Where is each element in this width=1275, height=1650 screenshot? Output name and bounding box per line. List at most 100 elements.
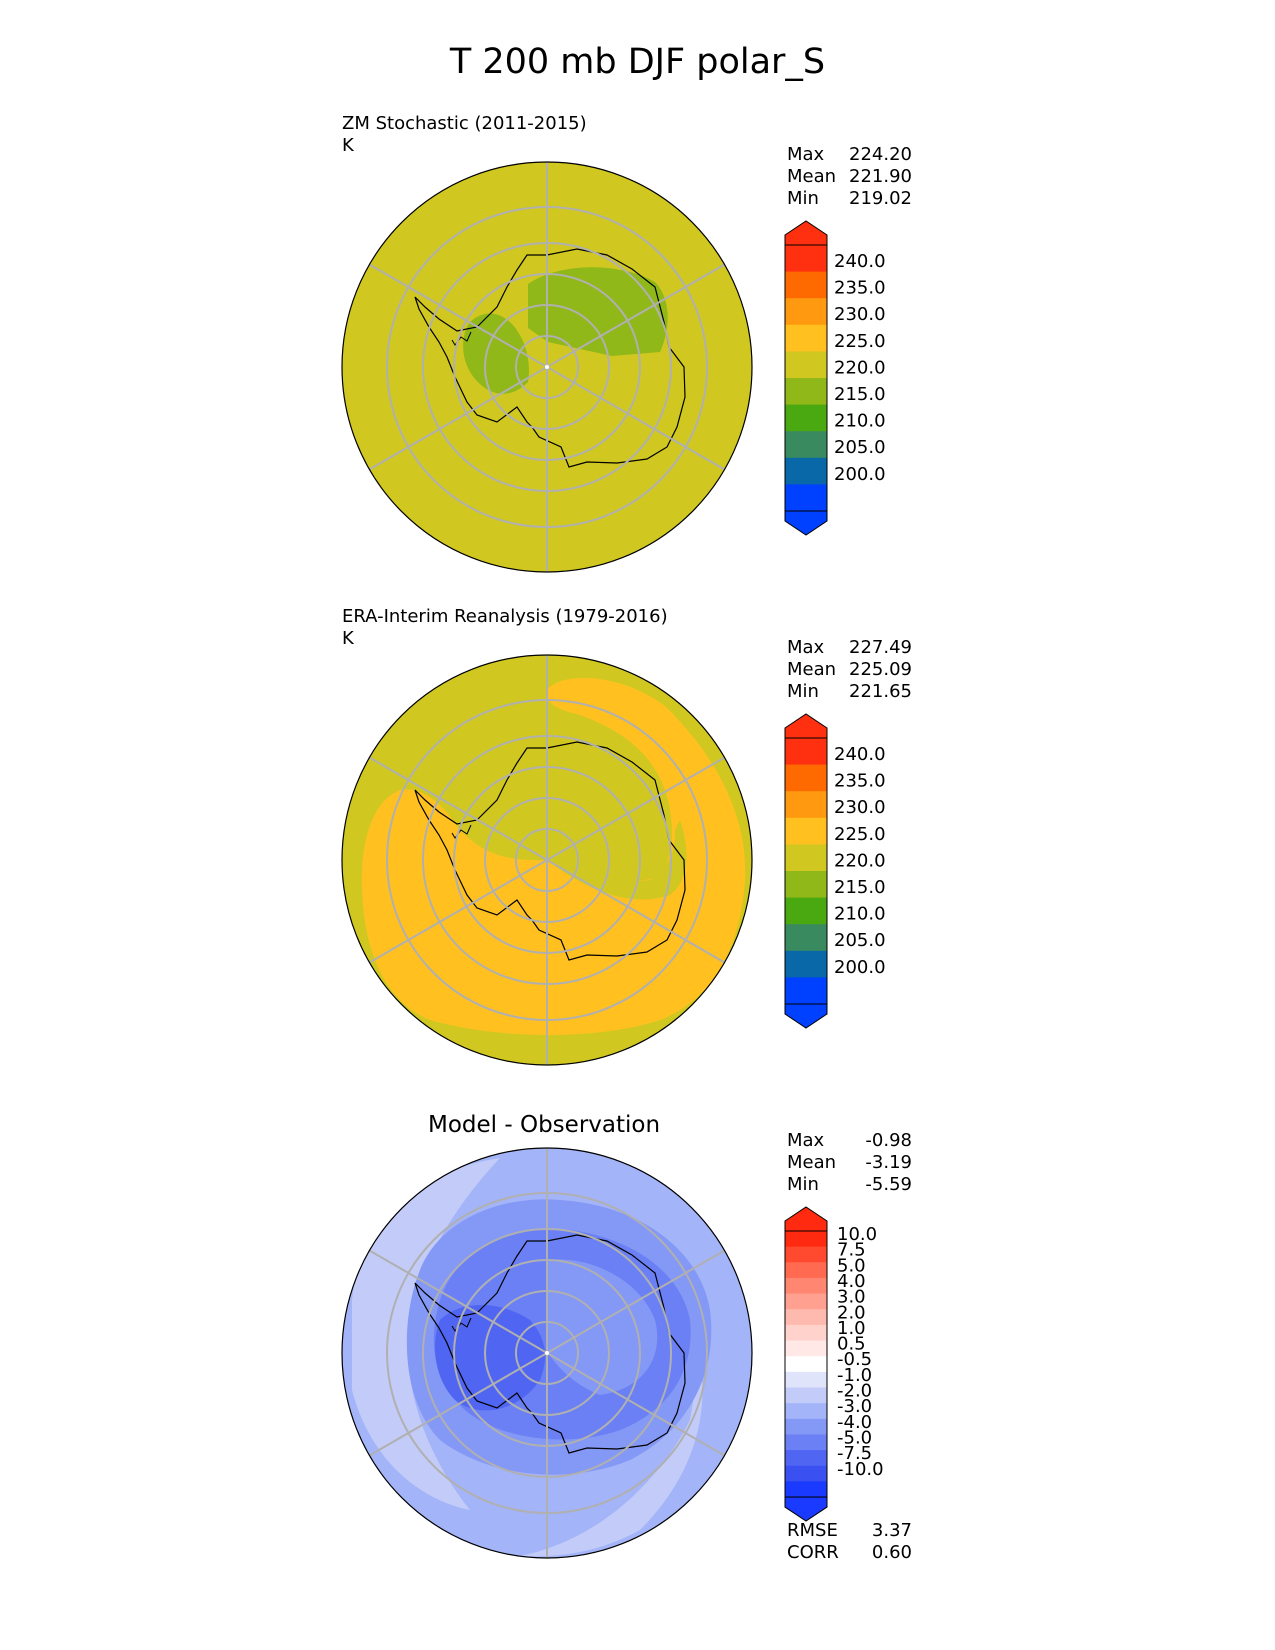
antarctic-peninsula-islands (451, 824, 472, 839)
grid-meridian-240 (364, 859, 548, 966)
colorbar-under-arrow (784, 1496, 828, 1522)
panel-2-stat-mean-label: Mean (787, 659, 837, 680)
colorbar-under-arrow (784, 1003, 828, 1029)
colorbar-tick-label: 210.0 (834, 904, 886, 925)
colorbar-bin-2 (785, 1262, 827, 1279)
colorbar-bin-9 (785, 977, 827, 1005)
panel-3-stat-max-value: -0.98 (865, 1130, 912, 1151)
colorbar-bin-11 (785, 1403, 827, 1420)
colorbar-tick-label: 235.0 (834, 278, 886, 299)
antarctic-peninsula-islands (451, 1317, 472, 1332)
map-3-field-minus2-minus1-south (520, 1360, 703, 1557)
colorbar-bin-0 (785, 738, 827, 766)
colorbar-tick-label: 205.0 (834, 930, 886, 951)
colorbar-bin-7 (785, 431, 827, 459)
colorbar-tick-label: 10.0 (837, 1224, 877, 1245)
colorbar-bin-6 (785, 897, 827, 925)
panel-3-stat-min-value: -5.59 (865, 1174, 912, 1195)
figure-title: T 200 mb DJF polar_S (449, 42, 826, 82)
colorbar-tick-label: 2.0 (837, 1302, 866, 1323)
panel-2-stat-min-value: 221.65 (849, 681, 912, 702)
colorbar-bin-3 (785, 817, 827, 845)
colorbar-tick-label: 200.0 (834, 957, 886, 978)
grid-meridian-300 (364, 261, 548, 368)
map-3-pole-dot (545, 1351, 549, 1355)
colorbar-bin-7 (785, 924, 827, 952)
colorbar-bin-9 (785, 484, 827, 512)
panel-3-stat-mean-value: -3.19 (865, 1152, 912, 1173)
colorbar-bin-1 (785, 271, 827, 299)
map-1-field-215-220-west (463, 313, 529, 394)
colorbar-bin-16 (785, 1481, 827, 1498)
colorbar-frame (784, 737, 828, 1005)
colorbar-tick-label: 220.0 (834, 357, 886, 378)
panel-3-title: Model - Observation (428, 1112, 661, 1138)
panel-3-corr-value: 0.60 (871, 1542, 912, 1563)
panel-1-stat-min-label: Min (787, 188, 819, 209)
map-2-coastline (414, 741, 686, 961)
colorbar-frame (784, 244, 828, 512)
colorbar-bin-0 (785, 245, 827, 273)
colorbar-tick-label: 210.0 (834, 411, 886, 432)
panel-3-rmse-label: RMSE (787, 1520, 838, 1541)
colorbar-bin-1 (785, 1246, 827, 1263)
map-3-boundary (341, 1147, 753, 1559)
colorbar-tick-label: 200.0 (834, 464, 886, 485)
map-2-boundary (341, 654, 753, 1066)
colorbar-bin-14 (785, 1450, 827, 1467)
colorbar-bin-8 (785, 457, 827, 485)
antarctica-outline (414, 741, 686, 961)
colorbar-frame (784, 1230, 828, 1498)
colorbar-tick-label: -4.0 (837, 1412, 872, 1433)
panel-1-stat-mean-value: 221.90 (849, 166, 912, 187)
colorbar-tick-label: -3.0 (837, 1396, 872, 1417)
colorbar-bin-5 (785, 871, 827, 899)
colorbar-bin-5 (785, 1309, 827, 1326)
colorbar-tick-label: 235.0 (834, 771, 886, 792)
panel-1-stat-mean-label: Mean (787, 166, 837, 187)
colorbar-bin-10 (785, 1387, 827, 1404)
panel-3-stat-mean-label: Mean (787, 1152, 837, 1173)
colorbar-bin-2 (785, 298, 827, 326)
colorbar-tick-label: 215.0 (834, 877, 886, 898)
grid-meridian-60 (546, 754, 730, 861)
colorbar-bin-3 (785, 1277, 827, 1295)
colorbar-tick-label: -2.0 (837, 1381, 872, 1402)
colorbar-panel-2: 240.0 235.0 230.0 225.0 220.0 215.0 210.0 205.0… (784, 713, 886, 1029)
colorbar-tick-label: 3.0 (837, 1287, 866, 1308)
colorbar-tick-label: 4.0 (837, 1271, 866, 1292)
colorbar-tick-label: 230.0 (834, 304, 886, 325)
grid-meridian-120 (546, 366, 730, 473)
colorbar-bin-8 (785, 1356, 827, 1373)
colorbar-bin-8 (785, 950, 827, 978)
colorbar-over-arrow (784, 1206, 828, 1232)
panel-1-stat-min-value: 219.02 (849, 188, 912, 209)
colorbar-tick-label: 240.0 (834, 251, 886, 272)
grid-meridian-60 (546, 261, 730, 368)
map-1-field-215-220-east (528, 267, 668, 356)
grid-meridian-120 (546, 859, 730, 966)
panel-2-stat-max-label: Max (787, 637, 825, 658)
map-3-field-minus7p5-minus5 (435, 1305, 546, 1411)
map-2-gridlines (364, 655, 730, 1065)
grid-meridian-300 (364, 1247, 548, 1354)
panel-3-corr-label: CORR (787, 1542, 839, 1563)
map-panel-1 (341, 161, 753, 573)
colorbar-bin-0 (785, 1231, 827, 1248)
colorbar-tick-label: -1.0 (837, 1365, 872, 1386)
colorbar-tick-label: 225.0 (834, 824, 886, 845)
map-1-gridlines (364, 162, 730, 572)
panel-2-stat-min-label: Min (787, 681, 819, 702)
grid-meridian-300 (364, 754, 548, 861)
colorbar-tick-label: 220.0 (834, 850, 886, 871)
colorbar-over-arrow (784, 220, 828, 246)
colorbar-bin-6 (785, 1324, 827, 1342)
panel-2-units: K (342, 628, 354, 649)
grid-meridian-240 (364, 1352, 548, 1459)
colorbar-bin-6 (785, 404, 827, 432)
grid-meridian-240 (364, 366, 548, 473)
colorbar-tick-label: 225.0 (834, 331, 886, 352)
colorbar-tick-label: -0.5 (837, 1349, 872, 1370)
panel-2-stat-mean-value: 225.09 (849, 659, 912, 680)
